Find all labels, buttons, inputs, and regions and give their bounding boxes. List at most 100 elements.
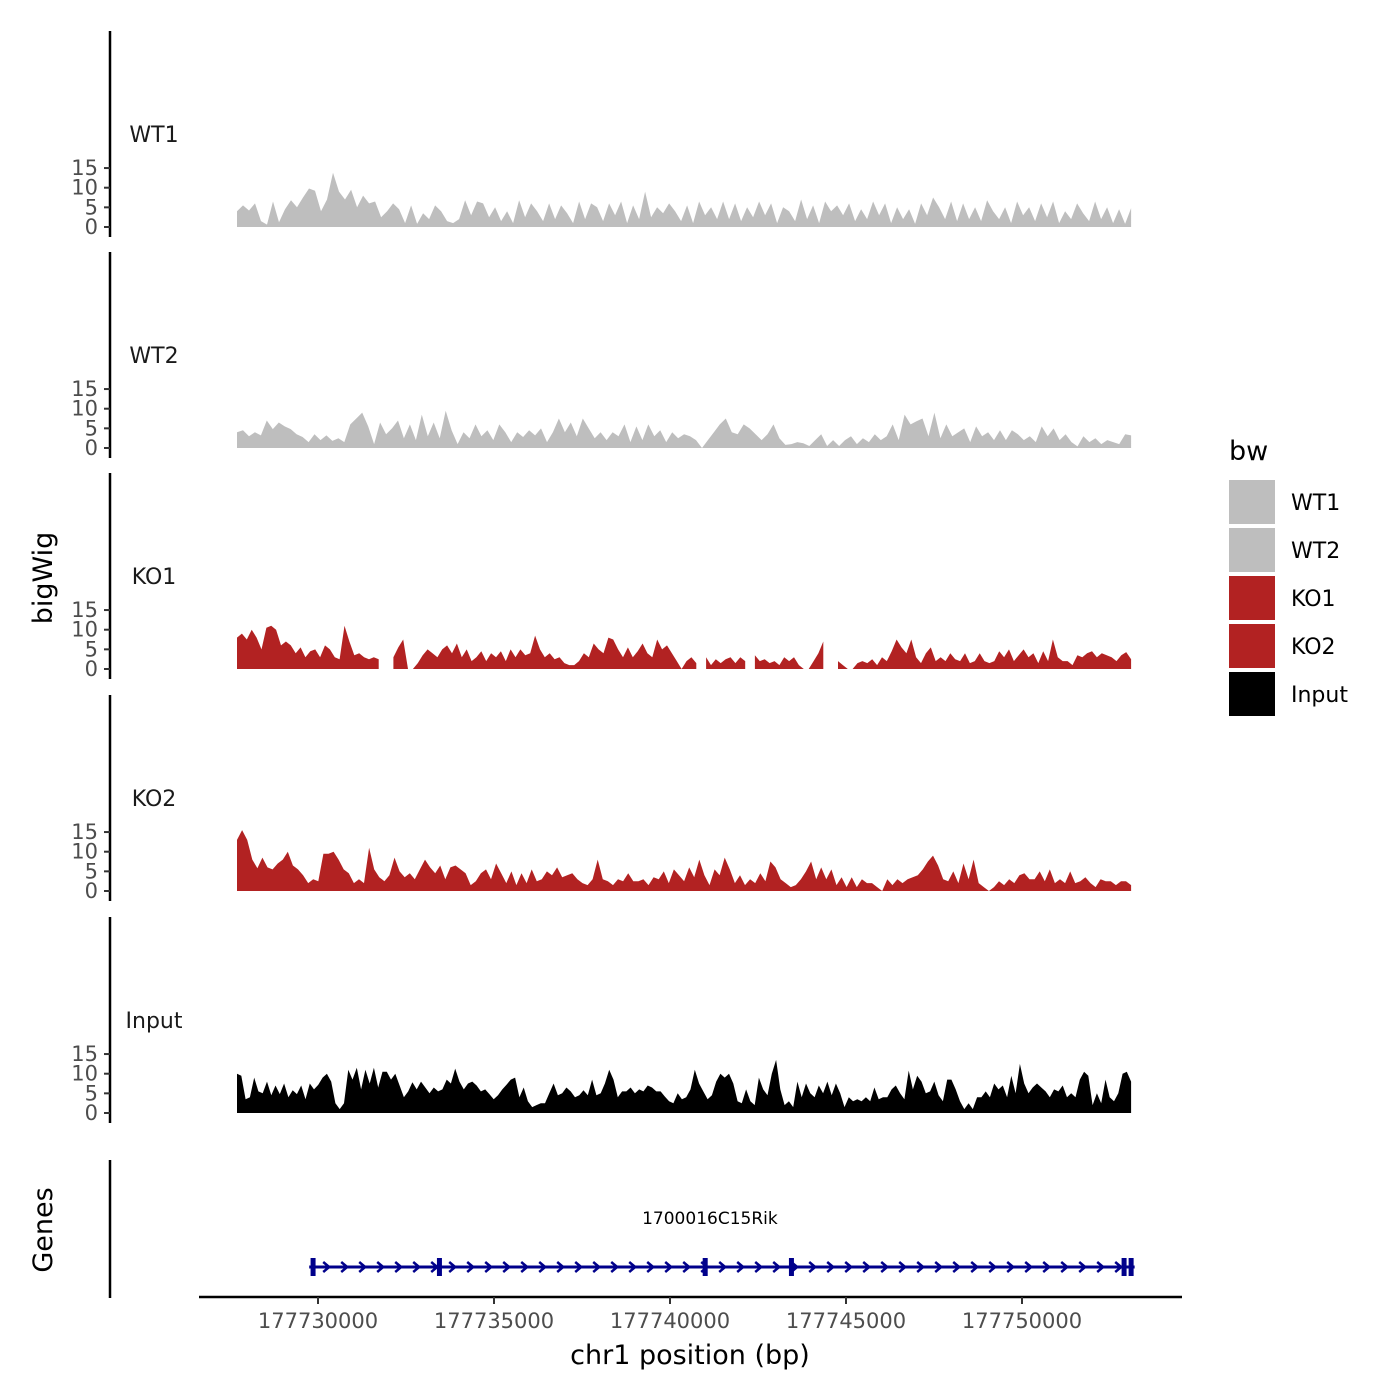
strand-arrow xyxy=(952,1261,962,1273)
track-area-ko1 xyxy=(393,635,697,669)
strand-arrow xyxy=(988,1261,998,1273)
legend-key-input xyxy=(1229,672,1275,716)
strand-arrow xyxy=(934,1261,944,1273)
track-label: KO1 xyxy=(132,565,177,590)
strand-arrow xyxy=(718,1261,728,1273)
y-tick-label: 5 xyxy=(85,859,98,883)
y-tick-label: 5 xyxy=(85,416,98,440)
y-axis-title: bigWig xyxy=(28,532,59,625)
legend-label-input: Input xyxy=(1291,683,1348,708)
y-tick-label: 0 xyxy=(85,657,98,681)
strand-arrow xyxy=(682,1261,692,1273)
strand-arrow xyxy=(592,1261,602,1273)
strand-arrow xyxy=(664,1261,674,1273)
strand-arrow xyxy=(862,1261,872,1273)
track-area-wt2 xyxy=(237,410,1132,448)
x-tick-label: 177740000 xyxy=(610,1309,730,1333)
y-tick-label: 0 xyxy=(85,1101,98,1125)
strand-arrow xyxy=(880,1261,890,1273)
x-tick-label: 177745000 xyxy=(786,1309,906,1333)
strand-arrow xyxy=(1042,1261,1052,1273)
gene-exon xyxy=(1128,1258,1134,1276)
strand-arrow xyxy=(808,1261,818,1273)
legend-label-wt2: WT2 xyxy=(1291,539,1340,564)
gene-exon xyxy=(788,1258,794,1276)
legend-key-wt2 xyxy=(1229,528,1275,572)
strand-arrow xyxy=(538,1261,548,1273)
track-area-ko2 xyxy=(237,830,1132,891)
strand-arrow xyxy=(1114,1261,1124,1273)
legend: WT1 WT2 KO1 KO2 Input xyxy=(1229,480,1348,716)
track-label: WT2 xyxy=(129,344,178,369)
genes-axis-title: Genes xyxy=(28,1187,59,1272)
tracks-group: 051015WT1051015WT2051015KO1051015KO20510… xyxy=(71,31,1132,1125)
track-area-ko1 xyxy=(706,657,746,669)
strand-arrow xyxy=(394,1261,404,1273)
strand-arrow xyxy=(466,1261,476,1273)
strand-arrow xyxy=(484,1261,494,1273)
gene-exon xyxy=(1121,1258,1127,1276)
y-tick-label: 10 xyxy=(71,397,98,421)
legend-key-wt1 xyxy=(1229,480,1275,524)
strand-arrow xyxy=(412,1261,422,1273)
strand-arrow xyxy=(844,1261,854,1273)
legend-label-ko1: KO1 xyxy=(1291,587,1336,612)
strand-arrow xyxy=(1024,1261,1034,1273)
track-label: Input xyxy=(126,1009,183,1034)
track-area-ko1 xyxy=(838,639,1132,669)
x-tick-label: 177735000 xyxy=(434,1309,554,1333)
strand-arrow xyxy=(1060,1261,1070,1273)
strand-arrow xyxy=(448,1261,458,1273)
strand-arrow xyxy=(628,1261,638,1273)
strand-arrow xyxy=(358,1261,368,1273)
legend-label-wt1: WT1 xyxy=(1291,491,1340,516)
y-tick-label: 10 xyxy=(71,840,98,864)
strand-arrow xyxy=(736,1261,746,1273)
y-tick-label: 0 xyxy=(85,436,98,460)
x-axis: 177730000 177735000 177740000 177745000 1777… xyxy=(199,1295,1182,1333)
x-axis-title: chr1 position (bp) xyxy=(570,1340,810,1371)
strand-arrow xyxy=(754,1261,764,1273)
y-tick-label: 10 xyxy=(71,618,98,642)
gene-exon xyxy=(310,1258,316,1276)
strand-arrow xyxy=(520,1261,530,1273)
track-label: WT1 xyxy=(129,123,178,148)
gene-panel: 1700016C15Rik xyxy=(108,1160,1135,1298)
legend-label-ko2: KO2 xyxy=(1291,635,1336,660)
y-tick-label: 5 xyxy=(85,195,98,219)
y-tick-label: 15 xyxy=(71,598,98,622)
strand-arrow xyxy=(502,1261,512,1273)
strand-arrow xyxy=(898,1261,908,1273)
y-tick-label: 10 xyxy=(71,1062,98,1086)
strand-arrow xyxy=(322,1261,332,1273)
y-tick-label: 0 xyxy=(85,215,98,239)
track-area-ko1 xyxy=(237,625,379,669)
y-tick-label: 5 xyxy=(85,1081,98,1105)
y-tick-label: 5 xyxy=(85,637,98,661)
legend-title: bw xyxy=(1229,436,1268,467)
legend-key-ko1 xyxy=(1229,576,1275,620)
track-label: KO2 xyxy=(132,787,177,812)
gene-exon xyxy=(436,1258,442,1276)
gene-exon xyxy=(702,1258,708,1276)
strand-arrow xyxy=(574,1261,584,1273)
y-tick-label: 0 xyxy=(85,879,98,903)
strand-arrow xyxy=(970,1261,980,1273)
strand-arrow xyxy=(772,1261,782,1273)
strand-arrow xyxy=(1006,1261,1016,1273)
track-area-wt1 xyxy=(237,172,1132,227)
strand-arrow xyxy=(340,1261,350,1273)
strand-arrow xyxy=(1096,1261,1106,1273)
strand-arrow xyxy=(826,1261,836,1273)
strand-arrow xyxy=(1078,1261,1088,1273)
x-tick-label: 177730000 xyxy=(258,1309,378,1333)
strand-arrow xyxy=(610,1261,620,1273)
legend-key-ko2 xyxy=(1229,624,1275,668)
gene-label: 1700016C15Rik xyxy=(642,1209,778,1229)
